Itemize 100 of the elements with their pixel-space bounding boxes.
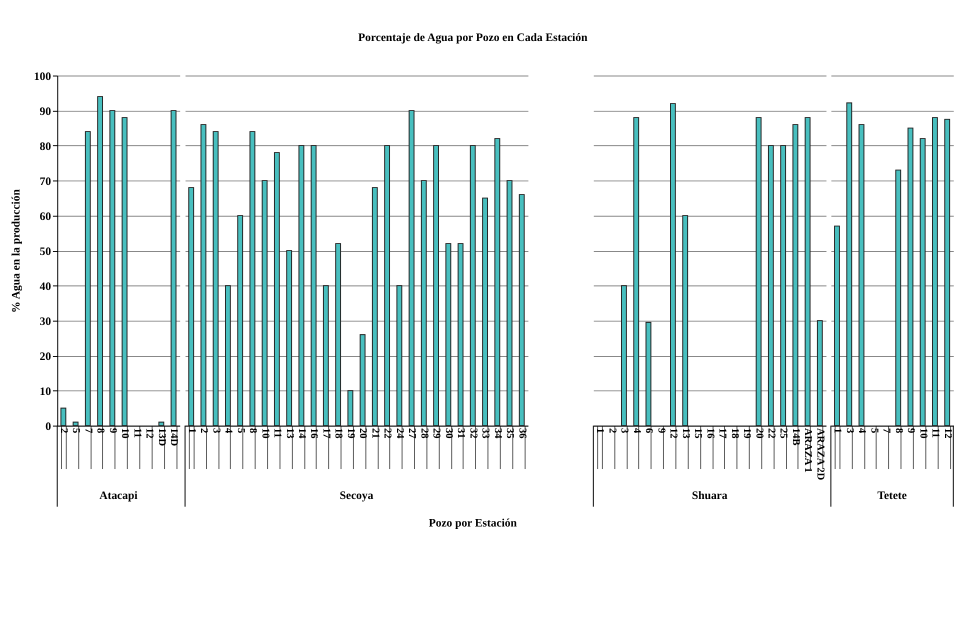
x-tick-label: 21: [369, 428, 380, 438]
bar: [72, 422, 79, 426]
x-tick-label: 9: [106, 428, 118, 434]
x-tick-label: 19: [741, 428, 752, 438]
y-axis-title: % Agua en la producción: [10, 188, 23, 313]
bar: [482, 198, 488, 426]
x-tick-label: 14: [296, 428, 307, 440]
x-tick-label: 17: [716, 428, 728, 438]
bar: [310, 145, 317, 426]
x-tick-label: 12: [144, 428, 155, 438]
bar: [633, 117, 640, 426]
bar: [170, 110, 176, 426]
x-tick-label: 18: [728, 428, 740, 438]
x-axis-title: Shuara: [692, 490, 728, 502]
bar: [470, 145, 476, 426]
x-tick-label: 7: [82, 428, 94, 434]
x-tick-label: 4: [222, 428, 234, 434]
bar: [408, 110, 415, 426]
x-tick-label: 8: [892, 428, 904, 434]
x-tick-label: 13: [284, 428, 295, 438]
x-tick-label: 4: [856, 428, 868, 434]
bar: [780, 145, 786, 426]
bar: [322, 285, 329, 426]
bar: [286, 250, 292, 426]
bar: [792, 124, 798, 426]
x-tick-label: 10: [917, 428, 928, 438]
x-tick-label: 11: [272, 428, 283, 438]
x-tick-label: 13: [680, 428, 691, 438]
x-tick-label: 19: [344, 428, 356, 438]
x-tick-label: 20: [753, 428, 764, 438]
y-tick-label: 20: [40, 350, 52, 363]
bar: [756, 117, 762, 426]
bar: [846, 102, 852, 426]
x-tick-label: 2: [198, 428, 210, 434]
bar: [60, 408, 66, 426]
bar: [200, 124, 206, 426]
bar: [518, 194, 525, 426]
bar: [384, 145, 390, 426]
x-tick-label: 22: [766, 428, 776, 438]
bar: [944, 118, 950, 426]
x-tick-label: 36: [516, 428, 528, 438]
x-axis-title: Secoya: [340, 490, 374, 502]
x-tick-label: 7: [880, 428, 892, 434]
x-tick-label: 6: [643, 428, 654, 434]
x-tick-label: 9: [905, 428, 916, 434]
x-tick-label: 8: [94, 428, 106, 434]
x-tick-label: 10: [119, 428, 130, 438]
x-tick-label: 15: [692, 428, 704, 438]
x-tick-label: 1: [186, 428, 197, 434]
x-tick-label: 5: [234, 428, 246, 434]
x-tick-label: 34: [492, 428, 503, 440]
bar: [858, 124, 864, 426]
bar: [458, 243, 464, 426]
bar: [433, 145, 439, 426]
bar: [122, 117, 128, 426]
x-tick-label: 18: [332, 428, 344, 438]
bar: [212, 131, 219, 426]
x-tick-label: 22: [382, 428, 393, 438]
x-tick-label: 16: [308, 428, 320, 438]
bar: [682, 215, 688, 426]
x-tick-label: 28: [418, 428, 430, 438]
x-tick-label: 29: [430, 428, 442, 438]
bar: [445, 243, 452, 426]
y-tick-label: 0: [45, 420, 52, 433]
x-tick-label: 13D: [156, 428, 167, 446]
x-tick-label: 11: [930, 428, 941, 438]
x-tick-label: 10: [259, 428, 270, 438]
chart-title: Porcentaje de Agua por Pozo en Cada Estación: [358, 32, 588, 44]
y-tick-label: 90: [40, 106, 52, 118]
y-tick-label: 70: [40, 176, 52, 188]
bar: [804, 117, 811, 426]
bar: [109, 110, 116, 426]
bar: [908, 128, 914, 426]
x-tick-label: 14B: [790, 428, 801, 446]
x-tick-label: 20: [357, 428, 368, 438]
x-tick-label: 16: [704, 428, 716, 438]
x-tick-label: 4: [630, 428, 642, 434]
x-tick-label: 11: [131, 428, 142, 438]
y-tick-label: 60: [40, 210, 52, 223]
x-axis-title: Tetete: [877, 490, 907, 502]
x-tick-label: 8: [247, 428, 258, 434]
bar: [506, 180, 512, 426]
bar: [372, 187, 378, 426]
bar: [335, 243, 342, 426]
x-tick-label: 32: [467, 428, 478, 438]
x-tick-label: 5: [868, 428, 880, 434]
x-tick-label: 2: [58, 428, 69, 434]
bar: [646, 322, 652, 426]
bar: [249, 131, 256, 426]
x-tick-label: 3: [618, 428, 630, 434]
y-tick-label: 30: [40, 316, 52, 328]
bar: [188, 187, 194, 426]
x-tick-label: 5: [70, 428, 82, 434]
y-tick-label: 80: [40, 140, 52, 153]
bar: [298, 145, 304, 426]
x-tick-label: 33: [480, 428, 491, 438]
bar: [360, 334, 366, 426]
y-tick-label: 100: [34, 70, 52, 83]
bar: [347, 390, 354, 426]
text: Pozo por Estación: [428, 518, 518, 530]
